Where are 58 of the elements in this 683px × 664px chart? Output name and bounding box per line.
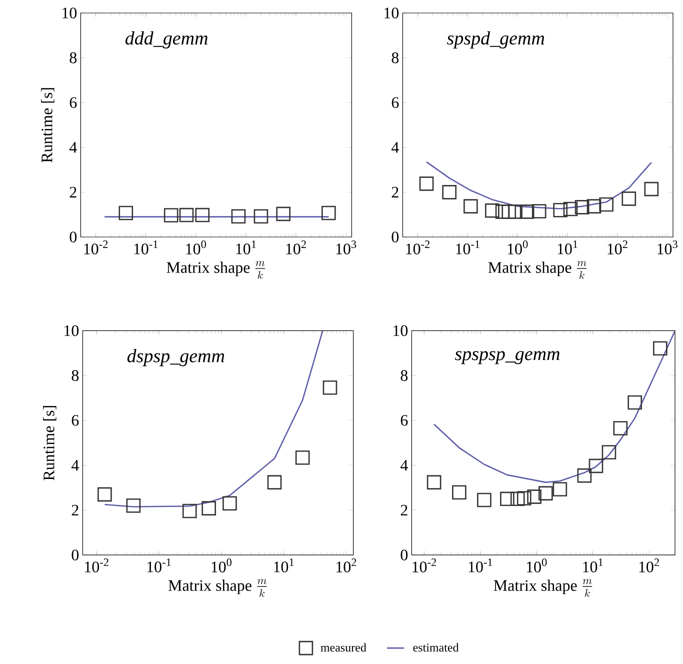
x-axis-title: $\text{Matrix shape }\frac{m}{k}$ <box>168 579 267 597</box>
y-tick-label: 2 <box>392 186 398 198</box>
x-tick-label: 10$^{-1}$ <box>456 240 480 254</box>
x-tick-label: 10$^{-1}$ <box>468 558 492 572</box>
y-tick-label: 8 <box>392 52 399 64</box>
text: dspsp_gemm <box>127 349 224 366</box>
x-tick-label: 10$^{1}$ <box>583 558 603 572</box>
y-axis-title: Runtime [s] <box>43 406 56 480</box>
y-tick-label: 6 <box>72 415 79 426</box>
y-tick-label: 6 <box>70 97 77 108</box>
x-tick-label: 10$^{2}$ <box>639 558 659 572</box>
x-tick-label: 10$^{1}$ <box>558 240 578 254</box>
y-tick-label: 10 <box>394 325 408 336</box>
y-tick-label: 6 <box>392 97 399 108</box>
y-tick-label: 0 <box>400 550 408 560</box>
y-tick-label: 6 <box>400 415 408 426</box>
y-tick-label: 10 <box>62 8 77 18</box>
y-tick-label: 8 <box>400 370 408 381</box>
y-tick-label: 0 <box>70 232 77 242</box>
legend-label: estimated <box>413 643 459 652</box>
y-tick-label: 10 <box>384 8 399 18</box>
x-tick-label: 10$^{3}$ <box>336 240 356 254</box>
x-tick-label: 10$^{2}$ <box>336 558 356 572</box>
y-tick-label: 4 <box>71 460 79 471</box>
y-tick-label: 0 <box>392 232 399 242</box>
y-tick-label: 4 <box>400 460 408 471</box>
legend-label: measured <box>320 643 366 652</box>
x-tick-label: 10$^{0}$ <box>526 558 547 572</box>
x-tick-label: 10$^{-2}$ <box>84 240 108 254</box>
x-tick-label: 10$^{0}$ <box>212 558 232 572</box>
y-tick-label: 8 <box>70 52 77 64</box>
text: spspsp_gemm <box>454 351 560 364</box>
x-tick-label: 10$^{-2}$ <box>406 240 430 254</box>
x-tick-label: 10$^{2}$ <box>286 240 306 254</box>
y-axis-title: Runtime [s] <box>41 88 54 163</box>
x-tick-label: 10$^{0}$ <box>508 240 528 254</box>
y-tick-label: 2 <box>70 186 76 198</box>
text: spspd_gemm <box>447 31 544 48</box>
x-tick-label: 10$^{1}$ <box>274 558 294 572</box>
x-tick-label: 10$^{-1}$ <box>147 558 171 572</box>
text: ddd_gemm <box>125 31 208 48</box>
y-tick-label: 10 <box>64 325 79 336</box>
y-tick-label: 8 <box>72 370 79 381</box>
x-tick-label: 10$^{-1}$ <box>134 240 158 254</box>
x-axis-title: $\text{Matrix shape }\frac{m}{k}$ <box>166 261 265 279</box>
y-tick-label: 4 <box>391 142 399 153</box>
x-tick-label: 10$^{-2}$ <box>85 558 108 572</box>
x-tick-label: 10$^{-2}$ <box>412 558 436 572</box>
x-axis-title: $\text{Matrix shape }\frac{m}{k}$ <box>494 579 592 597</box>
x-tick-label: 10$^{0}$ <box>186 240 206 254</box>
y-tick-label: 2 <box>400 504 408 516</box>
x-tick-label: 10$^{1}$ <box>236 240 256 254</box>
x-tick-label: 10$^{2}$ <box>608 240 628 254</box>
y-tick-label: 2 <box>72 504 78 516</box>
x-axis-title: $\text{Matrix shape }\frac{m}{k}$ <box>488 261 587 279</box>
x-tick-label: 10$^{3}$ <box>658 240 678 254</box>
y-tick-label: 4 <box>69 142 77 153</box>
y-tick-label: 0 <box>72 550 79 560</box>
